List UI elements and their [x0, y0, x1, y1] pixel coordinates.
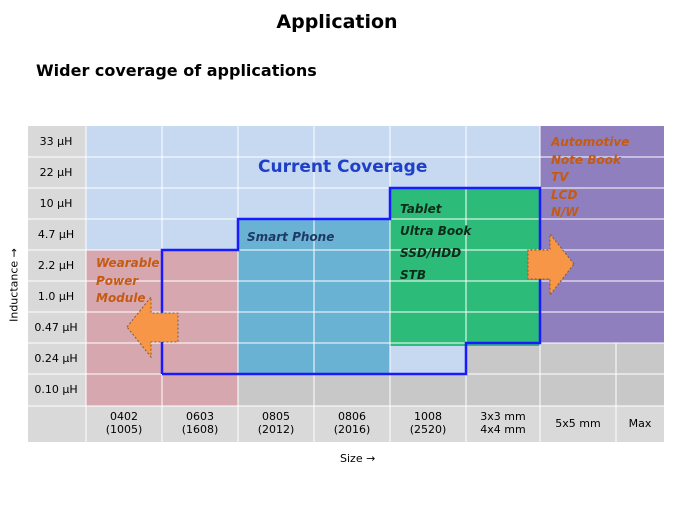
tablet-line: Ultra Book: [400, 224, 472, 238]
x-tick-label: 0402 (1005): [86, 406, 162, 440]
y-tick-label: 0.24 µH: [34, 352, 78, 365]
automotive-line: TV: [551, 170, 569, 184]
x-tick-line1: 0806: [338, 410, 366, 423]
current-coverage-label: Current Coverage: [258, 157, 428, 177]
x-tick-line1: 3x3 mm: [480, 410, 526, 423]
x-tick-label: 5x5 mm: [540, 406, 616, 440]
x-tick-label: 0603 (1608): [162, 406, 238, 440]
x-tick-line2: (1608): [181, 423, 219, 436]
automotive-line: Note Book: [551, 152, 621, 167]
x-tick-line1: 1008: [414, 410, 442, 423]
page-subtitle: Wider coverage of applications: [36, 61, 317, 80]
y-tick-label: 22 µH: [39, 166, 73, 179]
y-tick-label: 2.2 µH: [37, 259, 75, 272]
tablet-line: STB: [400, 268, 426, 282]
x-tick-line1: 0603: [186, 410, 214, 423]
x-tick-label: 0806 (2016): [314, 406, 390, 440]
x-tick-line2: (1005): [105, 423, 143, 436]
automotive-line: N/W: [551, 205, 579, 219]
x-tick-line1: Max: [628, 416, 652, 430]
x-tick-label: 3x3 mm 4x4 mm: [466, 406, 540, 440]
wearable-line: Power: [96, 273, 139, 288]
unused-cells-mid: [238, 374, 466, 406]
x-tick-label: 0805 (2012): [238, 406, 314, 440]
automotive-line: LCD: [551, 187, 578, 202]
page-title: Application: [276, 11, 398, 33]
automotive-region: [540, 126, 664, 343]
y-tick-label: 0.47 µH: [34, 321, 78, 334]
tablet-line: SSD/HDD: [400, 246, 462, 260]
smartphone-label: Smart Phone: [247, 230, 335, 244]
x-tick-line2: (2016): [333, 423, 371, 436]
right-arrow-icon: [527, 232, 575, 297]
tablet-region: [390, 188, 540, 346]
tablet-line: Tablet: [400, 202, 442, 216]
y-tick-label: 0.10 µH: [34, 383, 78, 396]
x-tick-label: 1008 (2520): [390, 406, 466, 440]
tablet-label: Tablet Ultra Book SSD/HDD STB: [400, 198, 471, 286]
x-axis-title: Size →: [340, 452, 376, 465]
y-tick-label: 33 µH: [39, 135, 73, 148]
left-arrow-icon: [126, 295, 179, 359]
automotive-label: Automotive Note Book TV LCD N/W: [551, 134, 629, 222]
x-header-row: [28, 406, 664, 442]
x-tick-line1: 0805: [262, 410, 290, 423]
wearable-label: Wearable Power Module: [96, 255, 160, 308]
wearable-line: Module: [96, 291, 146, 305]
x-tick-label: Max: [616, 406, 664, 440]
x-tick-line1: 0402: [110, 410, 138, 423]
y-tick-label: 10 µH: [39, 197, 73, 210]
y-header-column: [28, 126, 86, 406]
x-tick-line2: (2520): [409, 423, 447, 436]
x-tick-line2: 4x4 mm: [480, 423, 526, 436]
y-tick-label: 1.0 µH: [37, 290, 75, 303]
x-tick-line1: 5x5 mm: [555, 416, 601, 430]
x-tick-line2: (2012): [257, 423, 295, 436]
automotive-line: Automotive: [551, 135, 630, 149]
y-tick-label: 4.7 µH: [37, 228, 75, 241]
y-axis-title: Inductance →: [7, 248, 21, 322]
current-coverage-outline: [160, 186, 542, 376]
wearable-line: Wearable: [96, 256, 160, 270]
